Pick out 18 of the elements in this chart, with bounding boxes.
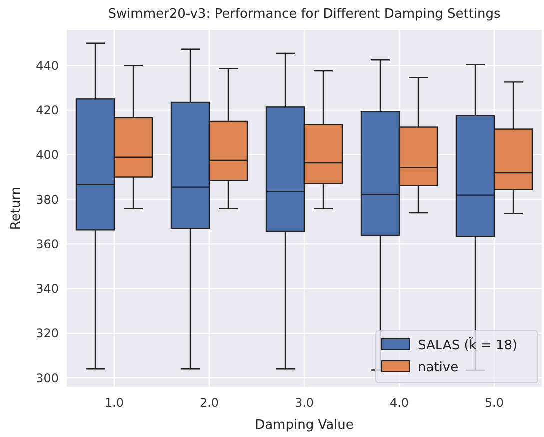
y-tick-label: 380: [36, 192, 59, 207]
y-tick-label: 320: [36, 326, 59, 341]
x-tick-label: 3.0: [294, 396, 314, 410]
x-axis-title: Damping Value: [255, 418, 354, 433]
chart-title: Swimmer20-v3: Performance for Different Damping Settings: [108, 7, 502, 22]
y-tick-label: 420: [36, 104, 59, 118]
legend-label: native: [418, 360, 459, 376]
y-tick-label: 340: [36, 282, 59, 296]
y-tick-label: 440: [36, 58, 59, 73]
x-tick-label: 4.0: [390, 396, 410, 410]
y-axis-title: Return: [9, 186, 24, 230]
y-tick-label: 300: [36, 371, 59, 386]
y-tick-label: 400: [36, 148, 59, 162]
x-tick-label: 2.0: [200, 396, 220, 410]
x-tick-label: 5.0: [484, 396, 504, 410]
x-tick-label: 1.0: [104, 396, 124, 410]
legend-label: SALAS (k̃ = 18): [418, 337, 518, 354]
y-tick-label: 360: [36, 237, 59, 252]
